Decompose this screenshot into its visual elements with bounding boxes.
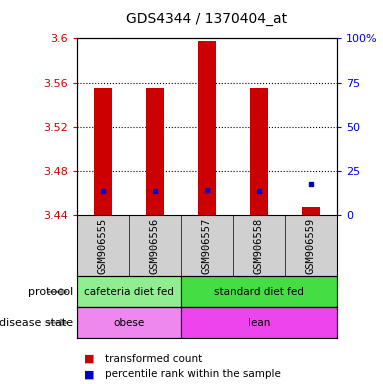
Bar (250, 88, 268, 215)
Text: ■: ■ (84, 369, 95, 379)
Bar (77, 276, 181, 307)
Text: protocol: protocol (28, 287, 73, 297)
Text: transformed count: transformed count (105, 354, 203, 364)
Text: GSM906559: GSM906559 (306, 218, 316, 274)
Bar (181, 307, 337, 338)
Text: disease state: disease state (0, 318, 73, 328)
Text: GSM906558: GSM906558 (254, 218, 264, 274)
Text: lean: lean (248, 318, 270, 328)
Text: percentile rank within the sample: percentile rank within the sample (105, 369, 281, 379)
Bar (198, 41, 216, 215)
Text: GSM906557: GSM906557 (202, 218, 212, 274)
Text: GSM906555: GSM906555 (98, 218, 108, 274)
Text: obese: obese (113, 318, 144, 328)
Text: ■: ■ (84, 354, 95, 364)
Bar (181, 276, 337, 307)
Bar (302, 207, 320, 215)
Bar (146, 88, 164, 215)
Bar (93, 88, 112, 215)
Text: GDS4344 / 1370404_at: GDS4344 / 1370404_at (126, 12, 287, 25)
Text: cafeteria diet fed: cafeteria diet fed (84, 287, 173, 297)
Bar (77, 307, 181, 338)
Text: GSM906556: GSM906556 (150, 218, 160, 274)
Text: standard diet fed: standard diet fed (214, 287, 304, 297)
